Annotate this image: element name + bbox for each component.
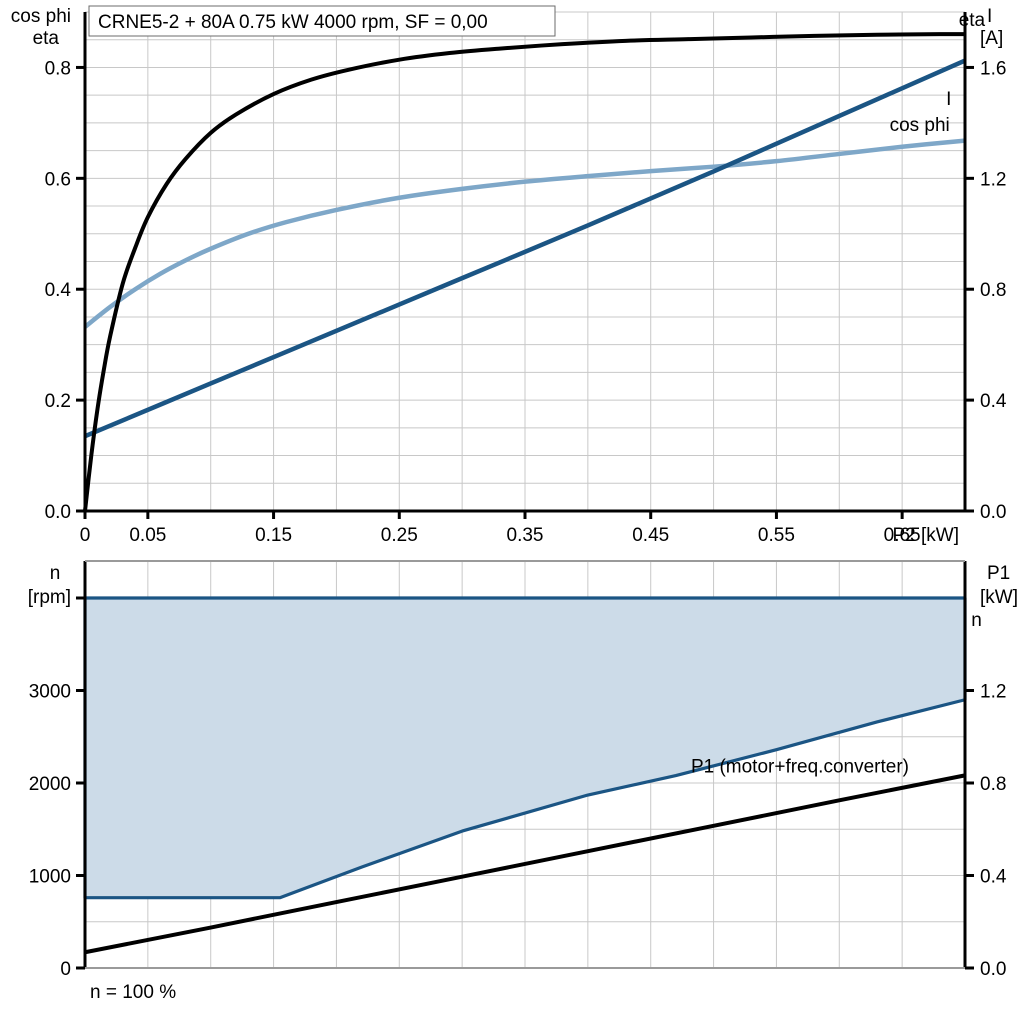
- ytick-label-left: 0.0: [45, 502, 71, 523]
- series-current: [84, 58, 966, 439]
- y-axis-title-left-line1: cos phi: [11, 6, 71, 27]
- ytick-label-right: 0.4: [980, 867, 1007, 888]
- xtick-label: 0: [80, 525, 91, 546]
- y-axis-title-left-line2: eta: [33, 28, 60, 49]
- y-axis-title-right-line1: I: [987, 6, 992, 27]
- title-text: CRNE5-2 + 80A 0.75 kW 4000 rpm, SF = 0,0…: [98, 12, 488, 33]
- ytick-label-right: 1.2: [980, 682, 1006, 703]
- ytick-label-right: 0.0: [980, 959, 1006, 980]
- ytick-label-left: 2000: [29, 774, 71, 795]
- footer-note: n = 100 %: [90, 982, 176, 1003]
- x-axis-title: P2 [kW]: [892, 525, 959, 546]
- series-p1: [84, 773, 966, 955]
- series-cos-phi: [83, 138, 966, 329]
- bottom-chart: 01000200030000.00.40.81.2n[rpm]P1[kW]nP1…: [28, 560, 1018, 1003]
- xtick-label: 0.65: [884, 525, 921, 546]
- y-axis-title-left-line2: [rpm]: [28, 587, 71, 608]
- ytick-label-right: 0.8: [980, 774, 1006, 795]
- ytick-label-left: 1000: [29, 867, 71, 888]
- ytick-label-right: 0.0: [980, 502, 1006, 523]
- ytick-label-left: 3000: [29, 682, 71, 703]
- series-label-n: n: [971, 610, 982, 631]
- ytick-label-left: 0.2: [45, 391, 71, 412]
- xtick-label: 0.45: [632, 525, 669, 546]
- ytick-label-left: 0.6: [45, 169, 71, 190]
- ytick-label-right: 0.8: [980, 280, 1006, 301]
- top-ticks: 0 0.05 0.15 0.25 0.35 0.45 0.55 0.65 0.0 0.2 0.4 0.…: [45, 58, 1007, 546]
- series-eta: [83, 32, 966, 512]
- xtick-label: 0.05: [129, 525, 166, 546]
- top-gridlines: [84, 11, 966, 512]
- ytick-label-left: 0.4: [45, 280, 72, 301]
- series-label-eta: eta: [959, 10, 986, 31]
- ytick-label-left: 0.8: [45, 58, 71, 79]
- ytick-label-right: 1.6: [980, 58, 1006, 79]
- xtick-label: 0.35: [507, 525, 544, 546]
- ytick-label-right: 1.2: [980, 169, 1006, 190]
- ytick-label-left: 0: [60, 959, 71, 980]
- series-label-p1: P1 (motor+freq.converter): [691, 757, 909, 778]
- y-axis-title-left-line1: n: [50, 563, 61, 584]
- ytick-label-right: 0.4: [980, 391, 1007, 412]
- series-label-cos-phi: cos phi: [890, 115, 950, 136]
- chart-title: CRNE5-2 + 80A 0.75 kW 4000 rpm, SF = 0,0…: [88, 5, 556, 37]
- xtick-label: 0.25: [381, 525, 418, 546]
- xtick-label: 0.15: [255, 525, 292, 546]
- y-axis-title-right-line2: [A]: [980, 28, 1003, 49]
- bottom-axes: [83, 560, 967, 969]
- bottom-ticks: 0 1000 2000 3000 0.0 0.4 0.8 1.2: [29, 596, 1007, 980]
- top-chart: 0 0.05 0.15 0.25 0.35 0.45 0.55 0.65 0.0 0.2 0.4 0.…: [11, 5, 1007, 546]
- y-axis-title-right-line2: [kW]: [980, 587, 1018, 608]
- speed-envelope-area: [85, 598, 965, 898]
- xtick-label: 0.55: [758, 525, 795, 546]
- title-box: [88, 5, 556, 37]
- y-axis-title-right-line1: P1: [987, 563, 1010, 584]
- series-label-current: I: [946, 89, 951, 110]
